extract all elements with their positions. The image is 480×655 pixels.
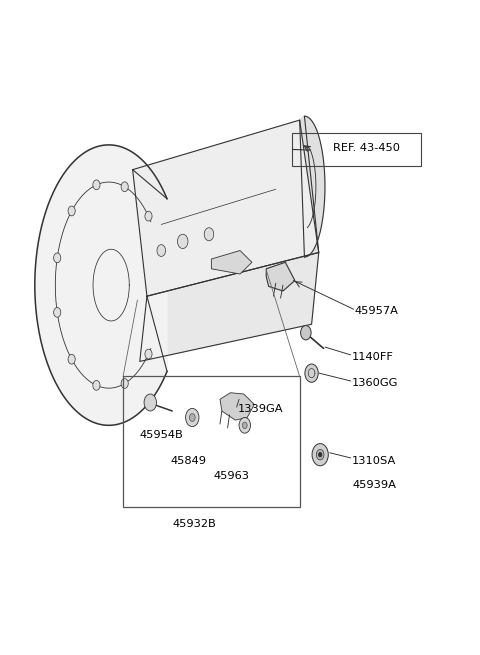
Circle shape — [186, 408, 199, 426]
Circle shape — [305, 364, 318, 383]
Bar — [292, 133, 421, 166]
Circle shape — [68, 354, 75, 364]
Circle shape — [68, 206, 75, 216]
Circle shape — [144, 394, 156, 411]
Text: 45963: 45963 — [214, 470, 250, 481]
Circle shape — [316, 449, 324, 460]
Text: 45849: 45849 — [171, 456, 207, 466]
Circle shape — [157, 245, 166, 256]
Text: 1360GG: 1360GG — [352, 378, 398, 388]
Circle shape — [145, 349, 152, 359]
Text: 45954B: 45954B — [140, 430, 183, 440]
Polygon shape — [35, 145, 167, 425]
Circle shape — [204, 228, 214, 241]
Circle shape — [190, 413, 195, 421]
Polygon shape — [140, 252, 319, 362]
Polygon shape — [300, 116, 325, 257]
Circle shape — [239, 417, 251, 433]
Text: 1339GA: 1339GA — [238, 404, 283, 414]
Polygon shape — [220, 393, 254, 420]
Circle shape — [54, 307, 61, 317]
Circle shape — [121, 379, 128, 388]
Circle shape — [300, 326, 311, 340]
Circle shape — [319, 453, 322, 457]
Circle shape — [54, 253, 61, 263]
Text: 45939A: 45939A — [352, 480, 396, 491]
Circle shape — [93, 180, 100, 190]
Circle shape — [93, 381, 100, 390]
Circle shape — [312, 443, 328, 466]
Circle shape — [121, 182, 128, 192]
Text: REF. 43-450: REF. 43-450 — [333, 143, 400, 153]
Circle shape — [178, 234, 188, 249]
Text: 45957A: 45957A — [355, 306, 398, 316]
Polygon shape — [211, 251, 252, 274]
Bar — [123, 377, 300, 507]
Polygon shape — [132, 120, 319, 296]
Polygon shape — [266, 262, 295, 291]
Text: 45932B: 45932B — [173, 519, 216, 529]
Text: 1310SA: 1310SA — [352, 456, 396, 466]
Circle shape — [242, 422, 247, 428]
Text: 1140FF: 1140FF — [352, 352, 394, 362]
Circle shape — [145, 212, 152, 221]
